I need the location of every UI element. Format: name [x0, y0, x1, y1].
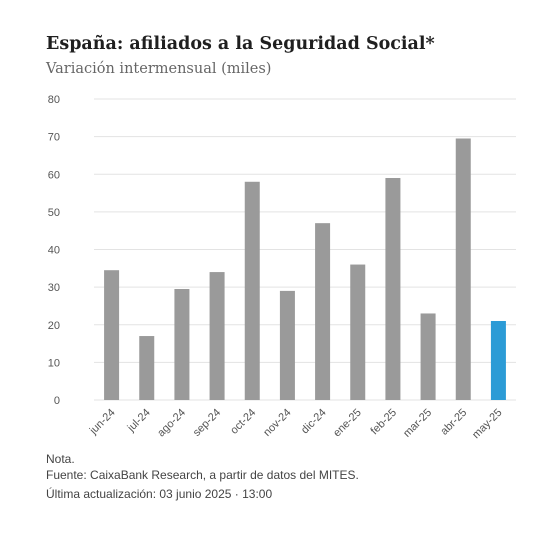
- y-tick-label: 10: [48, 357, 60, 369]
- bar-may-25: [490, 320, 506, 400]
- bar-dic-24: [315, 223, 331, 400]
- x-tick-label: dic-24: [299, 407, 329, 437]
- x-axis-ticks: jun-24 jul-24 ago-24 sep-24 oct-24 nov-24 dic-…: [87, 407, 505, 441]
- bar-mar-25: [420, 313, 436, 400]
- chart-title: España: afiliados a la Seguridad Social*: [46, 34, 435, 54]
- bar-jul-24: [139, 336, 155, 400]
- y-tick-label: 0: [54, 395, 60, 407]
- x-tick-label: mar-25: [401, 407, 434, 440]
- grid-lines: [94, 98, 516, 401]
- x-tick-label: nov-24: [261, 407, 293, 439]
- bar-ene-25: [350, 264, 366, 400]
- x-tick-label: may-25: [470, 407, 504, 441]
- y-tick-label: 20: [48, 320, 60, 332]
- x-tick-label: jul-24: [125, 407, 153, 435]
- chart-subtitle: Variación intermensual (miles): [46, 61, 272, 77]
- x-tick-label: ago-24: [155, 407, 188, 440]
- y-tick-label: 80: [48, 94, 60, 106]
- bar-nov-24: [279, 290, 295, 400]
- bar-sep-24: [209, 272, 225, 400]
- y-axis-ticks: 0 10 20 30 40 50 60 70 80: [48, 94, 60, 407]
- bar-ago-24: [174, 289, 190, 400]
- footer-source: Fuente: CaixaBank Research, a partir de …: [46, 468, 359, 482]
- y-tick-label: 60: [48, 169, 60, 181]
- x-tick-label: abr-25: [438, 407, 469, 438]
- x-tick-label: sep-24: [191, 407, 223, 439]
- bar-jun-24: [104, 270, 120, 400]
- x-tick-label: oct-24: [228, 407, 258, 437]
- footer-updated: Última actualización: 03 junio 2025 · 13…: [46, 487, 273, 501]
- bar-feb-25: [385, 178, 401, 400]
- y-tick-label: 70: [48, 132, 60, 144]
- bar-abr-25: [455, 138, 471, 400]
- bars: [104, 138, 506, 400]
- x-tick-label: jun-24: [87, 407, 118, 438]
- x-tick-label: ene-25: [331, 407, 364, 440]
- bar-chart: 0 10 20 30 40 50 60 70 80 jun-24 jul-24 ago-24 sep-…: [48, 94, 516, 441]
- bar-oct-24: [244, 181, 260, 400]
- y-tick-label: 40: [48, 245, 60, 257]
- x-tick-label: feb-25: [368, 407, 399, 438]
- footer-note: Nota.: [46, 452, 75, 466]
- y-tick-label: 50: [48, 207, 60, 219]
- y-tick-label: 30: [48, 282, 60, 294]
